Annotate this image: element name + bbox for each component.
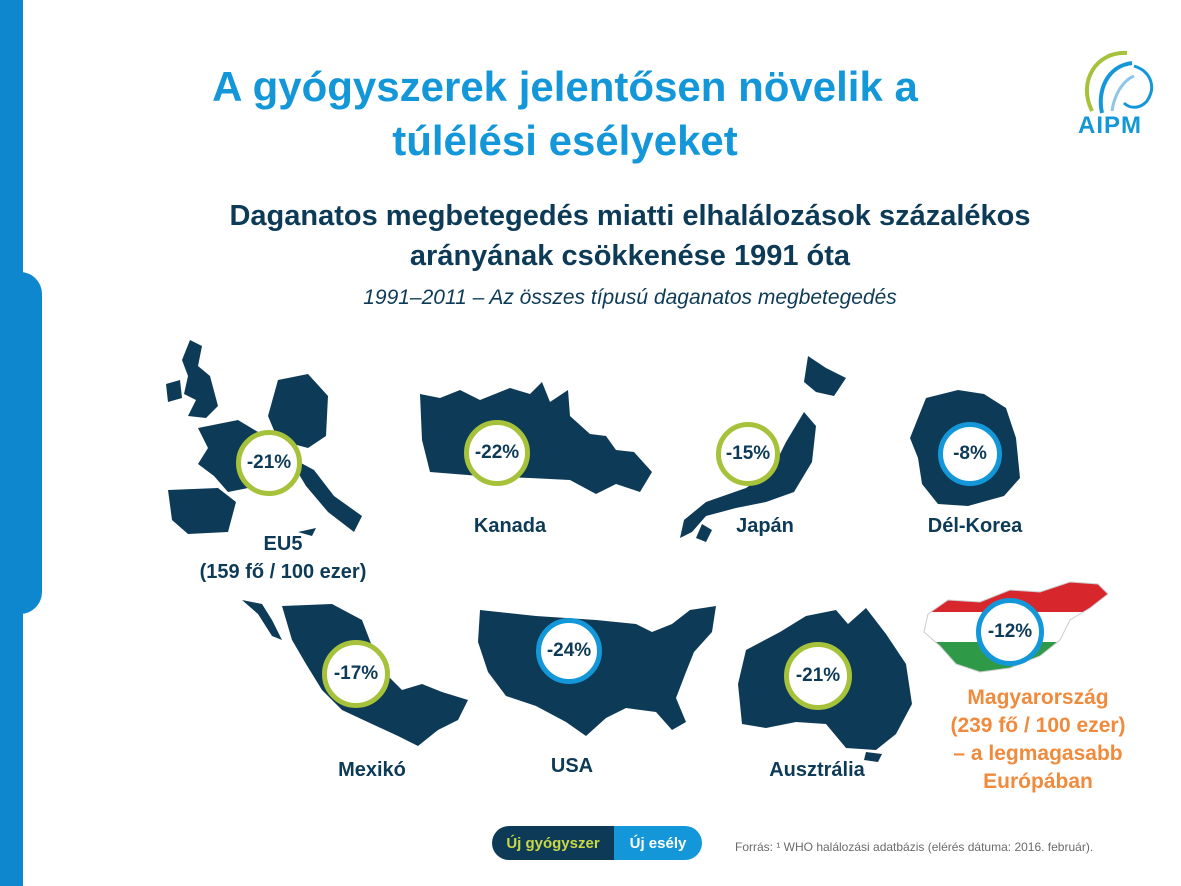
slogan-pill: Új gyógyszer Új esély bbox=[492, 826, 702, 860]
badge-south-korea: -8% bbox=[938, 422, 1002, 486]
sidebar-tab bbox=[0, 272, 42, 614]
aipm-logo-icon bbox=[1085, 50, 1153, 114]
badge-usa: -24% bbox=[536, 618, 602, 684]
slogan-new-chance: Új esély bbox=[614, 826, 702, 860]
label-japan: Japán bbox=[736, 515, 794, 537]
label-hungary-line-2: (239 fő / 100 ezer) bbox=[950, 714, 1126, 737]
subtitle-line-1: Daganatos megbetegedés miatti elhalálozá… bbox=[229, 200, 1031, 232]
usa-map bbox=[478, 606, 716, 736]
source-note: Forrás: ¹ WHO halálozási adatbázis (elér… bbox=[735, 840, 1094, 854]
label-eu5-sub: (159 fő / 100 ezer) bbox=[199, 561, 367, 583]
canada-map bbox=[420, 382, 652, 494]
japan-map bbox=[680, 356, 846, 542]
badge-australia: -21% bbox=[784, 642, 852, 710]
page-title: A gyógyszerek jelentősen növelik a túlél… bbox=[120, 60, 1010, 168]
badge-japan: -15% bbox=[716, 422, 780, 486]
label-hungary: Magyarország (239 fő / 100 ezer) – a leg… bbox=[928, 684, 1148, 796]
label-hungary-line-1: Magyarország bbox=[967, 686, 1109, 709]
label-hungary-line-3: – a legmagasabb bbox=[953, 742, 1123, 765]
title-line-2: túlélési esélyeket bbox=[392, 117, 738, 164]
range-caption: 1991–2011 – Az összes típusú daganatos m… bbox=[363, 286, 897, 309]
badge-hungary: -12% bbox=[976, 598, 1044, 666]
label-mexico: Mexikó bbox=[338, 759, 406, 781]
slogan-new-medicine: Új gyógyszer bbox=[492, 826, 614, 860]
chart-subtitle: Daganatos megbetegedés miatti elhalálozá… bbox=[140, 196, 1120, 276]
label-hungary-line-4: Európában bbox=[983, 770, 1093, 793]
label-eu5-name: EU5 bbox=[263, 533, 303, 555]
label-south-korea: Dél-Korea bbox=[927, 515, 1023, 537]
badge-mexico: -17% bbox=[322, 640, 390, 708]
label-australia: Ausztrália bbox=[769, 759, 865, 781]
label-eu5: EU5 (159 fő / 100 ezer) bbox=[178, 530, 388, 586]
label-canada: Kanada bbox=[473, 515, 547, 537]
subtitle-line-2: arányának csökkenése 1991 óta bbox=[409, 240, 851, 272]
badge-canada: -22% bbox=[464, 420, 530, 486]
label-usa: USA bbox=[550, 755, 594, 777]
logo-text: AIPM bbox=[1078, 112, 1142, 139]
title-line-1: A gyógyszerek jelentősen növelik a bbox=[212, 63, 918, 110]
badge-eu5: -21% bbox=[236, 430, 302, 496]
